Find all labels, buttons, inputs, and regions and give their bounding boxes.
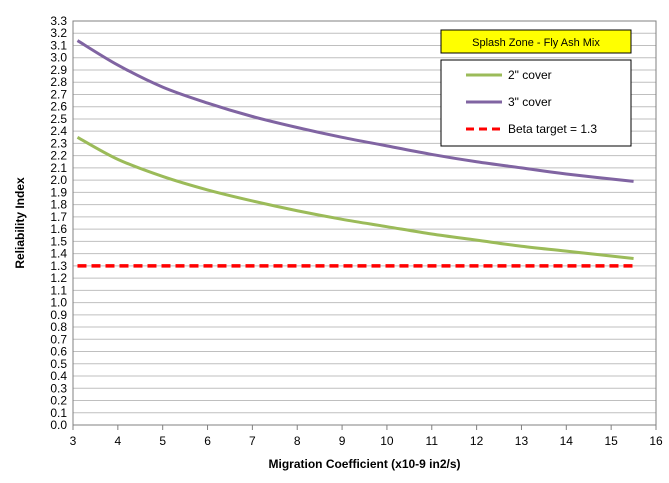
x-tick-labels: 3 4 5 6 7 8 9 10 11 12 13 14 15 16 [70,425,663,448]
y-tick-label: 0.8 [50,320,67,334]
y-tick-label: 2.3 [50,136,67,150]
x-tick-label: 11 [426,434,439,448]
plot-area-frame [72,20,657,426]
y-tick-label: 0.6 [50,345,67,359]
series-lines [76,39,634,268]
x-tick-label: 9 [339,434,346,448]
y-tick-label: 1.0 [50,296,67,310]
y-tick-label: 0.1 [50,406,67,420]
x-tick-label: 8 [294,434,301,448]
y-tick-label: 0.3 [50,381,67,395]
y-tick-label: 0.0 [50,418,67,432]
y-tick-label: 2.8 [50,75,67,89]
y-tick-label: 0.4 [50,369,67,383]
x-tick-label: 10 [380,434,394,448]
chart-title: Splash Zone - Fly Ash Mix [472,37,600,49]
y-tick-label: 0.9 [50,308,67,322]
y-tick-label: 1.8 [50,198,67,212]
x-tick-label: 6 [204,434,211,448]
y-tick-label: 2.4 [50,124,67,138]
y-tick-label: 2.1 [50,161,67,175]
legend-label-2: Beta target = 1.3 [508,122,597,136]
y-tick-label: 1.6 [50,222,67,236]
y-tick-label: 1.4 [50,247,67,261]
y-tick-label: 2.6 [50,100,67,114]
y-tick-label: 1.2 [50,271,67,285]
y-tick-label: 2.7 [50,87,67,101]
y-axis-title: Reliability Index [13,177,27,269]
legend: 2" cover 3" cover Beta target = 1.3 [440,59,632,147]
y-tick-label: 1.7 [50,210,67,224]
x-axis-title: Migration Coefficient (x10-9 in2/s) [268,457,460,471]
y-tick-label: 2.5 [50,112,67,126]
y-tick-label: 2.9 [50,63,67,77]
legend-label-0: 2" cover [508,68,552,82]
x-tick-label: 5 [159,434,166,448]
x-tick-label: 14 [560,434,574,448]
series-line-1 [76,39,634,183]
y-tick-label: 0.2 [50,394,67,408]
legend-label-1: 3" cover [508,95,552,109]
y-tick-label: 3.2 [50,26,67,40]
x-tick-label: 16 [649,434,663,448]
x-tick-label: 7 [249,434,256,448]
y-tick-label: 1.1 [50,283,67,297]
y-tick-label: 3.1 [50,38,67,52]
x-tick-label: 12 [470,434,484,448]
y-tick-label: 2.2 [50,149,67,163]
x-tick-label: 15 [604,434,618,448]
y-tick-label: 1.9 [50,185,67,199]
x-tick-label: 13 [515,434,529,448]
y-tick-label: 1.3 [50,259,67,273]
series-line-0 [76,135,634,260]
plot-border [72,20,657,426]
x-tick-label: 3 [70,434,77,448]
y-tick-label: 0.5 [50,357,67,371]
x-tick-label: 4 [115,434,122,448]
chart-title-box: Splash Zone - Fly Ash Mix [440,29,632,54]
y-tick-label: 3.3 [50,14,67,28]
y-tick-labels: 0.00.10.20.30.40.50.60.70.80.91.01.11.21… [50,14,67,432]
y-tick-label: 2.0 [50,173,67,187]
y-tick-label: 1.5 [50,234,67,248]
y-tick-label: 0.7 [50,332,67,346]
y-tick-label: 3.0 [50,51,67,65]
